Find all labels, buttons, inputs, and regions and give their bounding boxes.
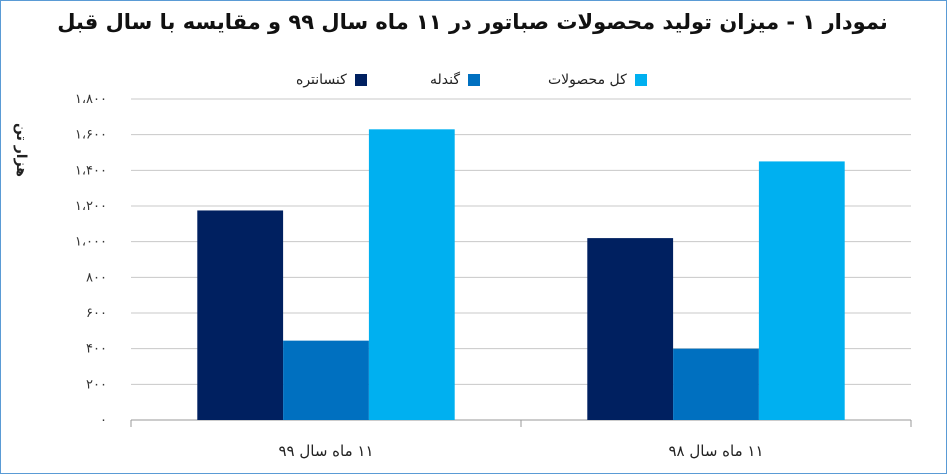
bar <box>673 348 759 420</box>
y-tick-label: ۱،۸۰۰ <box>75 92 107 107</box>
legend-item-total: کل محصولات <box>548 68 647 92</box>
legend-swatch-total <box>634 74 647 86</box>
legend-item-pellet: گندله <box>430 68 481 92</box>
y-tick-label: ۱،۰۰۰ <box>75 235 107 250</box>
bar <box>587 238 674 420</box>
y-tick-label: ۲۰۰ <box>86 377 107 392</box>
bar <box>283 340 369 420</box>
y-tick-label: ۰ <box>100 413 107 428</box>
legend: کنسانتره گندله کل محصولات <box>0 68 945 92</box>
x-category-label: ۱۱ ماه سال ۹۸ <box>668 442 763 460</box>
bar <box>758 161 845 420</box>
x-category-label: ۱۱ ماه سال ۹۹ <box>278 442 373 460</box>
legend-label-concentrate: کنسانتره <box>296 72 347 88</box>
legend-swatch-concentrate <box>354 74 367 86</box>
y-tick-label: ۱،۲۰۰ <box>75 199 107 214</box>
legend-label-pellet: گندله <box>430 72 461 88</box>
bar <box>368 129 455 421</box>
y-tick-label: ۱،۴۰۰ <box>75 163 107 178</box>
y-tick-label: ۴۰۰ <box>86 342 107 357</box>
y-tick-label: ۸۰۰ <box>86 270 107 285</box>
legend-swatch-pellet <box>468 74 481 86</box>
legend-item-concentrate: کنسانتره <box>296 68 367 92</box>
legend-label-total: کل محصولات <box>548 72 627 88</box>
y-tick-label: ۱،۶۰۰ <box>75 128 107 143</box>
bar <box>197 210 284 420</box>
chart-title: نمودار ۱ - میزان تولید محصولات صباتور در… <box>57 10 888 34</box>
y-tick-label: ۶۰۰ <box>86 306 107 321</box>
